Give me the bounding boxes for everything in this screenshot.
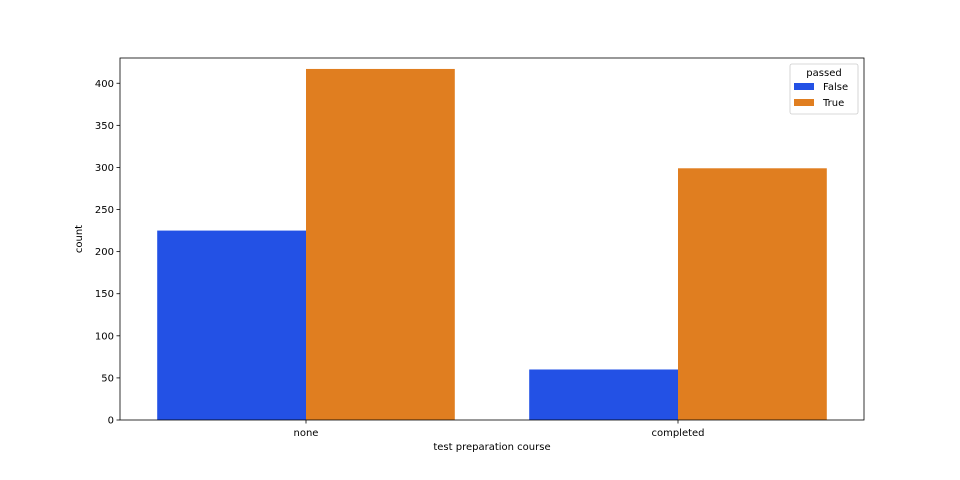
x-tick-label: none [294,428,319,439]
legend-label-false: False [823,82,848,93]
legend: passed False True [789,63,859,115]
x-tick-label: completed [651,428,704,439]
plot-area-frame [119,57,865,421]
legend-swatch-false [794,83,814,90]
y-tick-label: 300 [95,163,114,174]
y-axis-label: count [74,225,85,253]
y-tick-label: 0 [108,416,114,427]
bar-none-true [306,68,455,420]
legend-items: False True [794,82,848,109]
x-axis: none completed [294,420,705,439]
legend-title: passed [806,68,841,79]
y-tick-label: 250 [95,205,114,216]
y-tick-label: 200 [95,247,114,258]
bars-group [157,68,827,420]
y-tick-label: 350 [95,121,114,132]
bar-none-false [157,230,306,420]
y-tick-label: 150 [95,289,114,300]
y-axis: 0 50 100 150 200 250 300 350 400 [95,79,120,427]
legend-swatch-true [794,99,814,106]
bar-completed-false [529,369,678,420]
y-tick-label: 100 [95,331,114,342]
y-tick-label: 50 [101,373,114,384]
legend-label-true: True [822,98,844,109]
y-tick-label: 400 [95,79,114,90]
x-axis-label: test preparation course [433,442,550,453]
bar-completed-true [678,168,827,420]
